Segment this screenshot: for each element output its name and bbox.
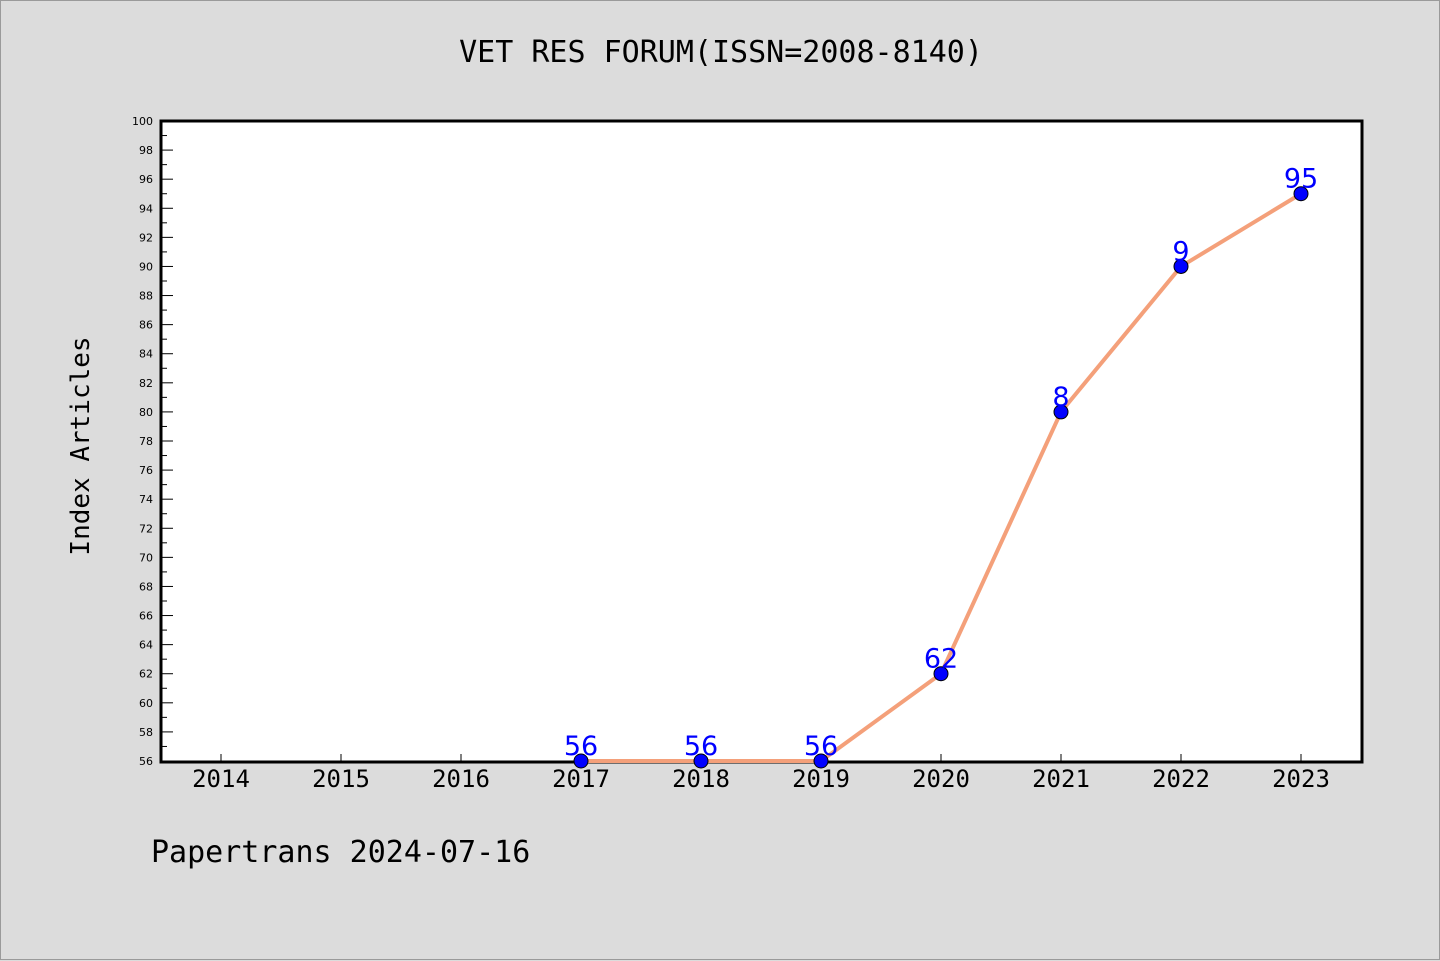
y-tick-label: 92 [139, 231, 153, 244]
data-point [693, 753, 709, 769]
chart-title: VET RES FORUM(ISSN=2008-8140) [459, 35, 983, 70]
y-tick-label: 96 [139, 173, 153, 186]
x-tick-label: 2014 [192, 765, 250, 793]
y-tick-label: 82 [139, 377, 153, 390]
y-tick-label: 70 [139, 551, 153, 564]
x-tick-label: 2015 [312, 765, 370, 793]
data-point [573, 753, 589, 769]
data-point [933, 666, 949, 682]
series-layer: 56 56 56 62 8 9 95 [564, 164, 1318, 769]
y-tick-label: 60 [139, 697, 153, 710]
y-tick-label: 76 [139, 464, 153, 477]
y-tick-label: 74 [139, 493, 153, 506]
data-point [813, 753, 829, 769]
x-tick-label: 2021 [1032, 765, 1090, 793]
x-tick-label: 2022 [1152, 765, 1210, 793]
y-tick-label: 86 [139, 319, 153, 332]
x-tick-label: 2019 [792, 765, 850, 793]
y-tick-label: 72 [139, 522, 153, 535]
data-label: 8 [1052, 382, 1069, 413]
plot-area [159, 119, 1364, 764]
y-tick-label: 80 [139, 406, 153, 419]
x-tick-label: 2020 [912, 765, 970, 793]
y-tick-label: 64 [139, 639, 153, 652]
y-tick-label: 100 [132, 115, 153, 128]
y-axis: 56 58 60 62 64 66 68 70 72 74 76 78 80 82 84 86 88 90 92 94… [132, 115, 173, 768]
x-tick-label: 2018 [672, 765, 730, 793]
data-point [1053, 404, 1069, 420]
y-tick-label: 84 [139, 348, 153, 361]
y-tick-label: 78 [139, 435, 153, 448]
data-label: 9 [1172, 236, 1189, 267]
footer-text: Papertrans 2024-07-16 [151, 835, 531, 870]
y-tick-label: 88 [139, 290, 153, 303]
y-tick-label: 62 [139, 668, 153, 681]
data-label: 95 [1284, 164, 1318, 195]
y-tick-label: 90 [139, 260, 153, 273]
x-tick-label: 2016 [432, 765, 490, 793]
data-point [1173, 258, 1189, 274]
data-label: 56 [684, 731, 718, 762]
x-tick-label: 2017 [552, 765, 610, 793]
x-tick-label: 2023 [1272, 765, 1330, 793]
x-axis: 2014 2015 2016 2017 2018 2019 2020 2021 2022 2023 [192, 754, 1330, 793]
y-tick-label: 58 [139, 726, 153, 739]
data-label: 56 [804, 731, 838, 762]
y-tick-label: 56 [139, 755, 153, 768]
y-tick-label: 68 [139, 580, 153, 593]
data-point [1293, 186, 1309, 202]
y-tick-label: 94 [139, 202, 153, 215]
y-tick-label: 66 [139, 610, 153, 623]
y-tick-label: 98 [139, 144, 153, 157]
data-label: 62 [924, 644, 958, 675]
data-label: 56 [564, 731, 598, 762]
